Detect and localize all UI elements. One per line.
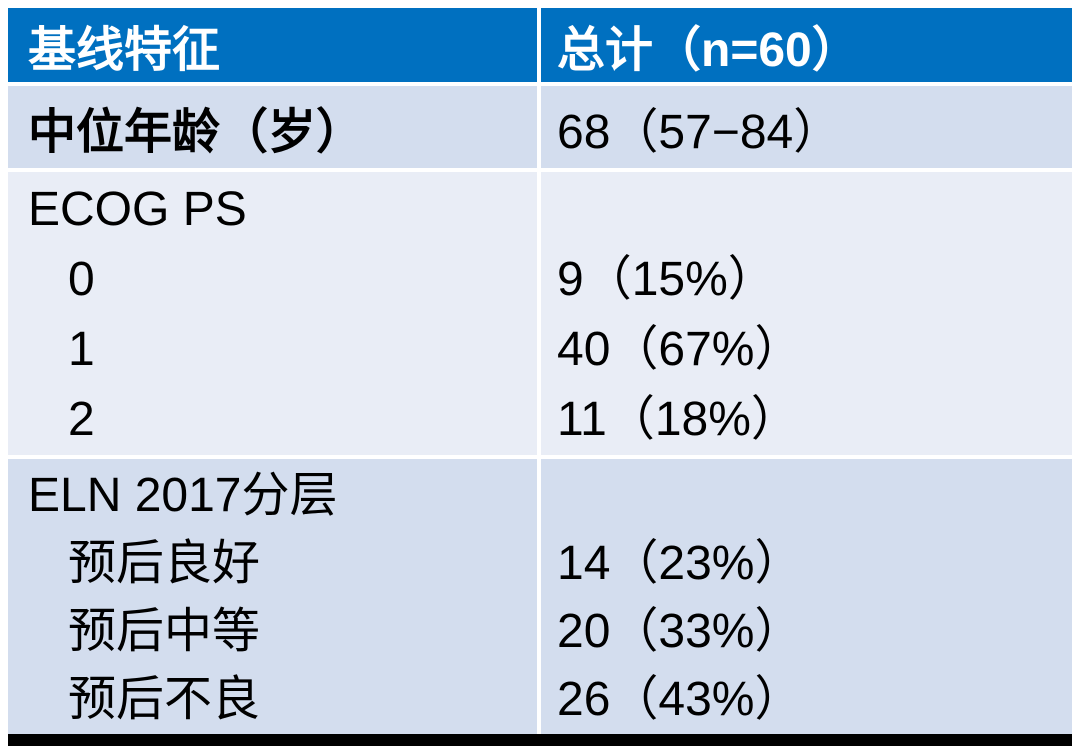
- eln-group-label: ELN 2017分层: [28, 469, 338, 522]
- header-cell-total: 总计（n=60）: [541, 8, 1072, 82]
- eln-item-intermediate-value: 20（33%）: [557, 605, 803, 658]
- ecog-item-2-value: 11（18%）: [557, 393, 799, 446]
- eln-value-cell: 14（23%） 20（33%） 26（43%）: [541, 459, 1072, 734]
- ecog-item-1-value: 40（67%）: [557, 323, 803, 376]
- ecog-label-cell: ECOG PS 0 1 2: [8, 172, 537, 455]
- eln-item-favorable-value: 14（23%）: [557, 537, 803, 590]
- eln-label-cell: ELN 2017分层 预后良好 预后中等 预后不良: [8, 459, 537, 734]
- baseline-characteristics-table: 基线特征 总计（n=60） 中位年龄（岁） 68（57−84） ECOG PS …: [8, 8, 1072, 746]
- header-label-characteristic: 基线特征: [28, 24, 221, 77]
- ecog-item-2-label: 2: [68, 393, 95, 446]
- header-cell-characteristic: 基线特征: [8, 8, 537, 82]
- median-age-label-cell: 中位年龄（岁）: [8, 86, 537, 168]
- eln-item-adverse-value: 26（43%）: [557, 673, 803, 726]
- ecog-item-1-label: 1: [68, 323, 95, 376]
- table-row-eln-2017: ELN 2017分层 预后良好 预后中等 预后不良 14（23%） 20（33%…: [8, 459, 1072, 734]
- ecog-value-cell: 9（15%） 40（67%） 11（18%）: [541, 172, 1072, 455]
- ecog-item-0-value: 9（15%）: [557, 253, 776, 306]
- table-row-ecog-ps: ECOG PS 0 1 2 9（15%） 40（67%） 11（18%）: [8, 172, 1072, 455]
- median-age-label: 中位年龄（岁）: [28, 106, 365, 159]
- header-label-total: 总计（n=60）: [557, 24, 860, 77]
- eln-item-favorable-label: 预后良好: [68, 537, 261, 590]
- ecog-item-0-label: 0: [68, 253, 95, 306]
- table-row-median-age: 中位年龄（岁） 68（57−84）: [8, 86, 1072, 168]
- eln-item-intermediate-label: 预后中等: [68, 605, 261, 658]
- median-age-value: 68（57−84）: [557, 106, 842, 159]
- ecog-spacer-line: [557, 175, 1072, 245]
- eln-spacer-line: [557, 462, 1072, 530]
- ecog-group-label: ECOG PS: [28, 183, 247, 236]
- eln-item-adverse-label: 预后不良: [68, 673, 261, 726]
- median-age-value-cell: 68（57−84）: [541, 86, 1072, 168]
- table-header-row: 基线特征 总计（n=60）: [8, 8, 1072, 82]
